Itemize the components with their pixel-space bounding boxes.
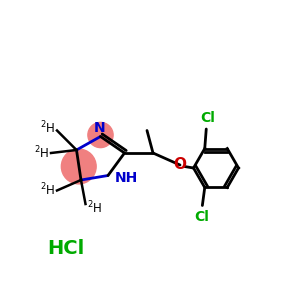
Text: Cl: Cl — [194, 210, 209, 224]
Text: $^2$H: $^2$H — [34, 145, 50, 161]
Text: Cl: Cl — [200, 111, 215, 125]
Text: O: O — [173, 157, 187, 172]
Text: $^2$H: $^2$H — [40, 182, 56, 199]
Text: $^2$H: $^2$H — [40, 119, 56, 136]
Text: $^2$H: $^2$H — [87, 200, 102, 217]
Circle shape — [88, 122, 113, 148]
Text: N: N — [94, 121, 106, 135]
Text: HCl: HCl — [47, 239, 85, 259]
Circle shape — [61, 149, 96, 184]
Text: NH: NH — [115, 171, 138, 185]
